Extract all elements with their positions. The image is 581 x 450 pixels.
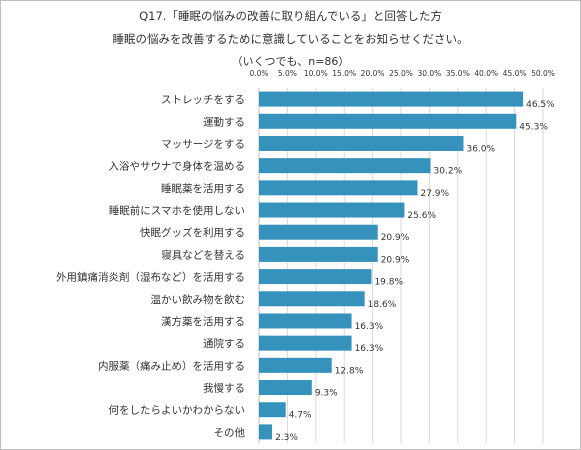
category-label: 寝具などを替える [161, 248, 245, 261]
value-label: 20.9% [381, 255, 410, 265]
x-tick-label: 35.0% [446, 69, 470, 78]
value-label: 16.3% [355, 322, 384, 332]
bar [259, 158, 431, 174]
category-label: 運動する [203, 115, 245, 128]
bar [259, 269, 372, 285]
x-tick-label: 50.0% [531, 69, 555, 78]
category-label: 快眠グッズを利用する [140, 226, 245, 239]
value-label: 19.8% [374, 278, 403, 288]
bar [259, 402, 286, 418]
bar [259, 357, 332, 373]
bar [259, 291, 365, 307]
value-label: 18.6% [368, 300, 397, 310]
category-label: 漢方薬を活用する [161, 315, 245, 328]
category-label: 睡眠前にスマホを使用しない [109, 204, 245, 217]
x-tick-label: 10.0% [304, 69, 328, 78]
category-label: 温かい飲み物を飲む [151, 293, 246, 306]
chart-title-line-3: （いくつでも、n=86） [231, 55, 350, 68]
value-label: 27.9% [420, 189, 449, 199]
value-label: 12.8% [335, 366, 364, 376]
bar [259, 180, 418, 196]
category-label: 何をしたらよいかわからない [109, 404, 246, 417]
value-label: 25.6% [407, 211, 436, 221]
category-label: 入浴やサウナで身体を温める [109, 160, 246, 173]
category-label: ストレッチをする [161, 94, 245, 106]
x-tick-label: 25.0% [389, 69, 413, 78]
value-label: 30.2% [434, 167, 463, 177]
value-label: 36.0% [466, 144, 495, 154]
value-label: 45.3% [519, 122, 548, 132]
category-label: その他 [214, 426, 246, 439]
chart-title-line-1: Q17.「睡眠の悩みの改善に取り組んでいる」と回答した方 [139, 9, 442, 23]
category-label: 内服薬（痛み止め）を活用する [98, 359, 245, 372]
value-label: 2.3% [275, 433, 298, 443]
x-tick-label: 0.0% [249, 69, 268, 78]
x-tick-label: 15.0% [332, 69, 356, 78]
category-label: マッサージをする [161, 138, 245, 150]
x-tick-label: 40.0% [474, 69, 498, 78]
x-tick-label: 5.0% [278, 69, 297, 78]
value-label: 16.3% [355, 344, 384, 354]
chart-title-line-2: 睡眠の悩みを改善するために意識していることをお知らせください。 [112, 32, 469, 46]
value-label: 46.5% [526, 100, 555, 110]
value-label: 9.3% [315, 389, 338, 399]
bar [259, 91, 524, 107]
x-tick-label: 30.0% [417, 69, 441, 78]
category-label: 我慢する [203, 383, 245, 395]
bar [259, 335, 352, 351]
bar [259, 313, 352, 329]
category-label: 睡眠薬を活用する [161, 182, 245, 195]
value-label: 4.7% [289, 411, 312, 421]
x-tick-label: 20.0% [361, 69, 385, 78]
value-label: 20.9% [381, 233, 410, 243]
bar [259, 224, 378, 240]
bar [259, 246, 378, 262]
bar [259, 135, 464, 151]
category-label: 外用鎮痛消炎剤（湿布など）を活用する [56, 271, 245, 284]
x-tick-label: 45.0% [503, 69, 527, 78]
bar [259, 424, 273, 440]
bar [259, 202, 405, 218]
bar [259, 380, 312, 396]
bar [259, 113, 517, 129]
category-label: 通院する [203, 337, 245, 350]
